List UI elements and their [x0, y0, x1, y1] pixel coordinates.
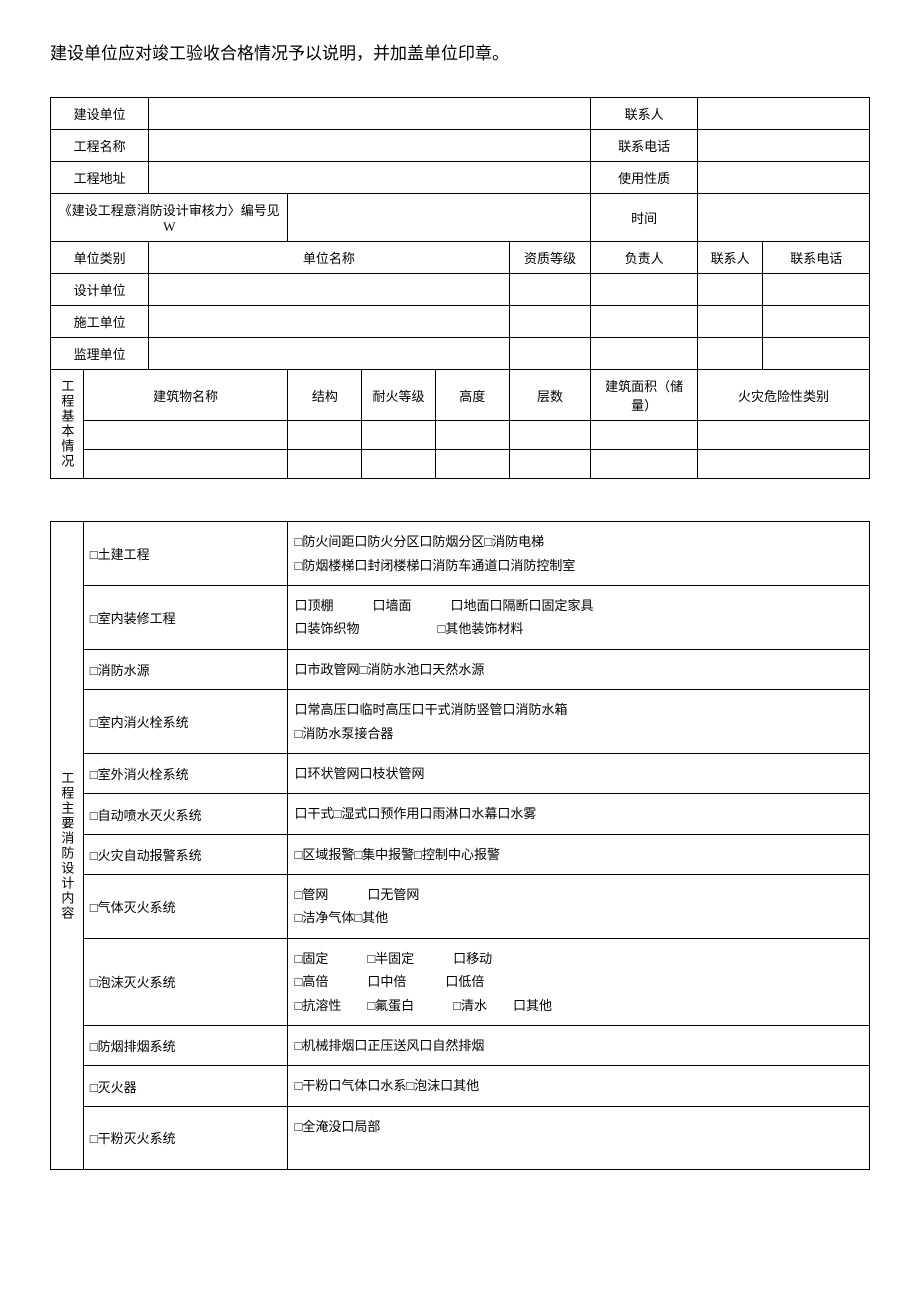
- field-floors-2[interactable]: [509, 450, 591, 479]
- field-design-qualification[interactable]: [509, 274, 591, 306]
- fire-row-content-2[interactable]: 口市政管网□消防水池口天然水源: [288, 649, 870, 689]
- fire-row-label-4[interactable]: □室外消火栓系统: [83, 753, 288, 793]
- label-unit-category: 单位类别: [51, 242, 149, 274]
- label-contact: 联系人: [697, 242, 763, 274]
- section-fire-design: 工程主要消防设计内容: [51, 522, 84, 1170]
- field-supervision-tel[interactable]: [763, 338, 870, 370]
- fire-row-label-10[interactable]: □灭火器: [83, 1066, 288, 1106]
- field-supervision-qualification[interactable]: [509, 338, 591, 370]
- fire-row-content-10[interactable]: □干粉口气体口水系□泡沫口其他: [288, 1066, 870, 1106]
- label-supervision-unit: 监理单位: [51, 338, 149, 370]
- label-fire-rating: 耐火等级: [362, 370, 436, 421]
- fire-row-content-6[interactable]: □区域报警□集中报警□控制中心报警: [288, 834, 870, 874]
- field-contact-person[interactable]: [697, 98, 869, 130]
- fire-row-label-9[interactable]: □防烟排烟系统: [83, 1026, 288, 1066]
- section-basic-info: 工程基本情况: [51, 370, 84, 479]
- label-structure: 结构: [288, 370, 362, 421]
- field-construction-responsible[interactable]: [591, 306, 697, 338]
- label-contact-tel: 联系电话: [763, 242, 870, 274]
- fire-row-content-7[interactable]: □管网 口无管网□洁净气体□其他: [288, 875, 870, 939]
- intro-text: 建设单位应对竣工验收合格情况予以说明，并加盖单位印章。: [50, 40, 870, 67]
- fire-row-content-9[interactable]: □机械排烟口正压送风口自然排烟: [288, 1026, 870, 1066]
- field-design-responsible[interactable]: [591, 274, 697, 306]
- fire-row-label-6[interactable]: □火灾自动报警系统: [83, 834, 288, 874]
- label-construction-unit: 建设单位: [51, 98, 149, 130]
- fire-row-label-5[interactable]: □自动喷水灭火系统: [83, 794, 288, 834]
- fire-row-content-11[interactable]: □全淹没口局部: [288, 1106, 870, 1169]
- fire-row-content-3[interactable]: 口常高压口临时高压口干式消防竖管口消防水箱□消防水泵接合器: [288, 690, 870, 754]
- fire-row-label-8[interactable]: □泡沫灭火系统: [83, 938, 288, 1025]
- field-supervision-name[interactable]: [149, 338, 509, 370]
- fire-row-label-11[interactable]: □干粉灭火系统: [83, 1106, 288, 1169]
- field-area-2[interactable]: [591, 450, 697, 479]
- field-construction-tel[interactable]: [763, 306, 870, 338]
- label-design-unit: 设计单位: [51, 274, 149, 306]
- fire-row-label-1[interactable]: □室内装修工程: [83, 585, 288, 649]
- field-fire-rating-2[interactable]: [362, 450, 436, 479]
- fire-row-label-7[interactable]: □气体灭火系统: [83, 875, 288, 939]
- field-construction-name[interactable]: [149, 306, 509, 338]
- fire-row-content-8[interactable]: □固定 □半固定 口移动□高倍 口中倍 口低倍□抗溶性 □氟蛋白 □清水 口其他: [288, 938, 870, 1025]
- field-fire-rating-1[interactable]: [362, 421, 436, 450]
- label-time: 时间: [591, 194, 697, 242]
- label-project-address: 工程地址: [51, 162, 149, 194]
- field-construction-contact[interactable]: [697, 306, 763, 338]
- field-audit-number[interactable]: [288, 194, 591, 242]
- field-fire-hazard-1[interactable]: [697, 421, 869, 450]
- field-fire-hazard-2[interactable]: [697, 450, 869, 479]
- label-area: 建筑面积（储量）: [591, 370, 697, 421]
- field-design-tel[interactable]: [763, 274, 870, 306]
- field-building-name-2[interactable]: [83, 450, 288, 479]
- field-construction-unit[interactable]: [149, 98, 591, 130]
- label-contact-person: 联系人: [591, 98, 697, 130]
- field-project-name[interactable]: [149, 130, 591, 162]
- field-building-name-1[interactable]: [83, 421, 288, 450]
- fire-row-label-3[interactable]: □室内消火栓系统: [83, 690, 288, 754]
- field-structure-2[interactable]: [288, 450, 362, 479]
- field-supervision-responsible[interactable]: [591, 338, 697, 370]
- fire-row-content-1[interactable]: 口顶棚 口墙面 口地面口隔断口固定家具口装饰织物 □其他装饰材料: [288, 585, 870, 649]
- label-construction-company: 施工单位: [51, 306, 149, 338]
- field-design-unit-name[interactable]: [149, 274, 509, 306]
- field-height-2[interactable]: [435, 450, 509, 479]
- label-audit-number: 《建设工程意消防设计审核力〉编号见W: [51, 194, 288, 242]
- fire-row-label-2[interactable]: □消防水源: [83, 649, 288, 689]
- field-project-address[interactable]: [149, 162, 591, 194]
- label-use-nature: 使用性质: [591, 162, 697, 194]
- label-project-name: 工程名称: [51, 130, 149, 162]
- field-structure-1[interactable]: [288, 421, 362, 450]
- label-height: 高度: [435, 370, 509, 421]
- fire-row-label-0[interactable]: □土建工程: [83, 522, 288, 586]
- fire-row-content-5[interactable]: 口干式□湿式口预作用口雨淋口水幕口水雾: [288, 794, 870, 834]
- fire-row-content-0[interactable]: □防火间距口防火分区口防烟分区□消防电梯□防烟楼梯口封闭楼梯口消防车通道口消防控…: [288, 522, 870, 586]
- label-fire-hazard: 火灾危险性类别: [697, 370, 869, 421]
- field-supervision-contact[interactable]: [697, 338, 763, 370]
- label-qualification: 资质等级: [509, 242, 591, 274]
- header-table: 建设单位 联系人 工程名称 联系电话 工程地址 使用性质 《建设工程意消防设计审…: [50, 97, 870, 1170]
- field-height-1[interactable]: [435, 421, 509, 450]
- field-construction-qualification[interactable]: [509, 306, 591, 338]
- field-time[interactable]: [697, 194, 869, 242]
- label-floors: 层数: [509, 370, 591, 421]
- label-responsible: 负责人: [591, 242, 697, 274]
- field-contact-phone[interactable]: [697, 130, 869, 162]
- field-area-1[interactable]: [591, 421, 697, 450]
- label-building-name: 建筑物名称: [83, 370, 288, 421]
- field-use-nature[interactable]: [697, 162, 869, 194]
- fire-row-content-4[interactable]: 口环状管网口枝状管网: [288, 753, 870, 793]
- label-contact-phone: 联系电话: [591, 130, 697, 162]
- field-design-contact[interactable]: [697, 274, 763, 306]
- field-floors-1[interactable]: [509, 421, 591, 450]
- label-unit-name: 单位名称: [149, 242, 509, 274]
